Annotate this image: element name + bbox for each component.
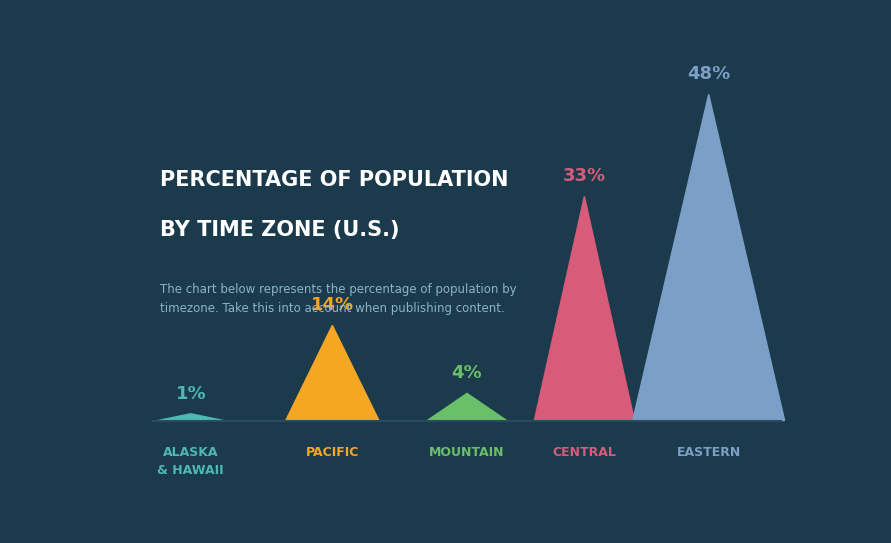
Text: BY TIME ZONE (U.S.): BY TIME ZONE (U.S.) (159, 220, 399, 240)
Text: 48%: 48% (687, 65, 731, 83)
Polygon shape (428, 393, 507, 420)
Text: 1%: 1% (176, 386, 206, 403)
Text: 33%: 33% (563, 167, 606, 185)
Text: PACIFIC: PACIFIC (306, 446, 359, 459)
Text: The chart below represents the percentage of population by
timezone. Take this i: The chart below represents the percentag… (159, 282, 517, 314)
Text: 14%: 14% (311, 296, 354, 314)
Text: 4%: 4% (452, 364, 482, 382)
Polygon shape (535, 197, 634, 420)
Text: EASTERN: EASTERN (676, 446, 740, 459)
Text: PERCENTAGE OF POPULATION: PERCENTAGE OF POPULATION (159, 169, 508, 190)
Polygon shape (286, 325, 379, 420)
Text: ALASKA
& HAWAII: ALASKA & HAWAII (158, 446, 225, 477)
Text: CENTRAL: CENTRAL (552, 446, 617, 459)
Polygon shape (158, 414, 224, 420)
Text: MOUNTAIN: MOUNTAIN (429, 446, 504, 459)
Polygon shape (633, 94, 785, 420)
Polygon shape (638, 393, 666, 420)
